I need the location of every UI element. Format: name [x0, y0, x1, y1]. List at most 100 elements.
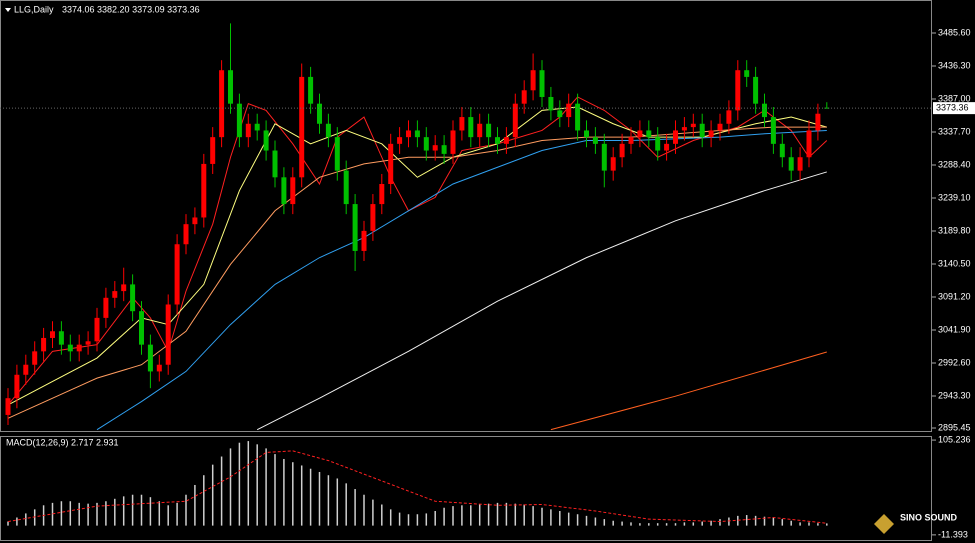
candle-body	[165, 304, 171, 365]
candle-body	[236, 103, 242, 138]
candle-body	[619, 143, 625, 158]
candle-body	[379, 184, 385, 205]
candle-body	[147, 344, 153, 372]
candle-body	[414, 130, 420, 138]
candle-body	[673, 130, 678, 144]
candle-body	[76, 344, 82, 352]
chart-title: LLG,Daily	[14, 4, 54, 14]
candle-body	[423, 137, 429, 151]
candle-body	[397, 137, 403, 144]
candle-body	[361, 230, 367, 251]
candle-body	[325, 123, 331, 138]
main-panel	[0, 0, 932, 432]
candle-body	[14, 374, 20, 399]
candle-body	[646, 130, 652, 138]
indicator-line	[7, 126, 827, 419]
candle-body	[539, 70, 545, 97]
candle-body	[67, 344, 73, 352]
candle-body	[779, 143, 785, 158]
candle-body	[85, 341, 91, 345]
candle-body	[806, 130, 812, 158]
candle-body	[263, 130, 269, 151]
y-tick-label: 3337.70	[938, 126, 971, 136]
candle-body	[290, 177, 296, 205]
candle-body	[610, 157, 616, 171]
candle-body	[432, 145, 438, 151]
candle-body	[797, 157, 803, 171]
price-label: 3373.36	[936, 103, 969, 113]
candle-body	[477, 123, 483, 138]
candle-body	[450, 130, 456, 154]
candle-body	[174, 244, 180, 305]
candle-body	[548, 96, 554, 111]
candle-body	[41, 337, 47, 352]
candle-body	[103, 297, 109, 318]
candle-body	[121, 284, 127, 292]
candle-body	[575, 103, 581, 131]
y-tick-label: 3485.60	[938, 27, 971, 37]
y-tick-label: 2895.45	[938, 422, 971, 432]
candle-body	[201, 163, 207, 218]
plot-area	[7, 441, 828, 526]
candle-body	[690, 123, 696, 128]
candle-body	[254, 123, 260, 131]
y-tick-label: 3288.40	[938, 159, 971, 169]
candle-body	[50, 331, 55, 338]
candle-body	[370, 204, 376, 231]
y-tick-label: 3436.30	[938, 60, 971, 70]
candle-body	[512, 103, 518, 138]
candle-body	[406, 130, 411, 138]
indicator-line	[256, 171, 827, 431]
y-tick-label: 3189.80	[938, 225, 971, 235]
candle-body	[628, 137, 634, 144]
candle-body	[299, 76, 305, 178]
candle-body	[308, 76, 314, 104]
y-tick-label: 3041.90	[938, 324, 971, 334]
candle-body	[334, 137, 340, 171]
candle-body	[770, 117, 776, 144]
candle-body	[130, 284, 136, 312]
candle-body	[156, 364, 162, 372]
candle-body	[228, 70, 233, 104]
candle-body	[5, 398, 11, 415]
candle-body	[584, 130, 589, 138]
plot-area	[5, 23, 830, 431]
y-tick-label: 2943.30	[938, 390, 971, 400]
y-tick-label: 3387.00	[938, 93, 971, 103]
candle-body	[192, 217, 198, 225]
candle-body	[601, 143, 607, 171]
candle-body	[566, 103, 572, 118]
candle-body	[486, 123, 492, 138]
y-tick-label: 2992.60	[938, 357, 971, 367]
y-tick-label: 105.236	[938, 434, 971, 444]
candle-body	[815, 113, 821, 131]
candle-body	[788, 157, 794, 171]
candle-body	[664, 143, 670, 151]
candle-body	[388, 143, 394, 185]
candle-body	[468, 117, 474, 138]
candle-body	[717, 123, 723, 131]
y-tick-label: -11.393	[938, 529, 968, 539]
logo-icon	[874, 514, 894, 534]
indicator-line	[7, 96, 828, 406]
candle-body	[317, 103, 322, 124]
candle-body	[352, 204, 358, 251]
logo: SINO SOUND	[874, 512, 958, 534]
y-tick-label: 3091.20	[938, 291, 971, 301]
macd-panel	[0, 436, 932, 541]
candle-body	[699, 123, 705, 138]
candle-body	[441, 145, 447, 154]
candle-body	[753, 76, 759, 104]
candle-body	[503, 137, 509, 144]
candle-body	[708, 130, 714, 138]
candle-body	[219, 70, 225, 138]
candle-body	[762, 103, 767, 118]
indicator-line	[7, 450, 827, 524]
candle-body	[23, 364, 29, 375]
candle-body	[726, 110, 732, 124]
candle-body	[521, 90, 527, 104]
candle-body	[343, 170, 349, 205]
candle-body	[58, 331, 64, 345]
